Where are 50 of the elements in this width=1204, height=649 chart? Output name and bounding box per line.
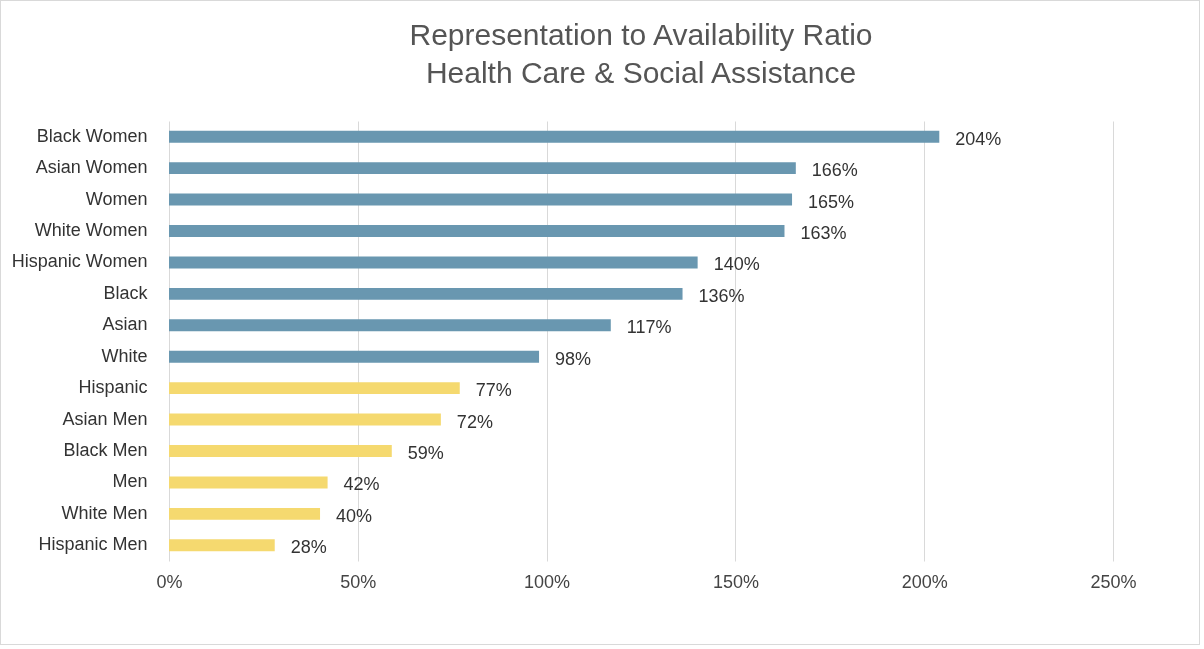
bar <box>169 382 460 395</box>
y-tick-label: Hispanic <box>78 377 148 398</box>
y-tick-label: Asian Women <box>35 157 148 178</box>
y-tick-label: Hispanic Women <box>11 251 148 272</box>
y-tick-label: Black Women <box>36 125 148 146</box>
bar <box>169 287 683 300</box>
bar <box>169 413 441 426</box>
x-tick-label: 150% <box>712 571 759 592</box>
bar <box>169 225 785 237</box>
y-tick-label: Asian <box>102 314 148 335</box>
data-label: 40% <box>336 505 373 526</box>
x-tick-label: 250% <box>1090 571 1137 592</box>
y-tick-label: White Women <box>34 220 148 240</box>
bar <box>169 256 698 269</box>
bar <box>169 130 940 143</box>
x-tick-label: 0% <box>156 571 183 592</box>
chart-title: Representation to Availability Ratio <box>409 18 873 51</box>
y-tick-label: Asian Men <box>62 408 148 429</box>
data-label: 136% <box>698 285 745 306</box>
data-label: 98% <box>555 348 592 369</box>
x-tick-label: 50% <box>340 571 377 592</box>
y-tick-label: White Men <box>61 502 148 523</box>
bar <box>169 319 611 332</box>
data-label: 59% <box>407 443 444 463</box>
data-label: 77% <box>475 380 512 401</box>
bar <box>169 193 793 206</box>
data-label: 204% <box>955 128 1002 149</box>
data-label: 72% <box>456 411 493 432</box>
x-tick-label: 100% <box>524 571 571 592</box>
y-tick-label: White <box>101 345 148 366</box>
data-label: 42% <box>343 474 380 495</box>
y-tick-label: Black <box>103 282 149 303</box>
data-label: 140% <box>713 254 760 275</box>
data-label: 163% <box>800 223 847 243</box>
x-tick-label: 200% <box>901 571 948 592</box>
data-label: 28% <box>290 537 327 558</box>
y-tick-label: Black Men <box>63 440 148 460</box>
data-label: 117% <box>626 317 672 338</box>
data-label: 165% <box>808 191 855 212</box>
bar <box>169 350 540 363</box>
y-tick-label: Women <box>85 188 148 209</box>
y-tick-label: Hispanic Men <box>38 534 148 555</box>
data-label: 166% <box>811 160 858 181</box>
bar <box>169 162 796 175</box>
bar <box>169 476 328 489</box>
y-tick-label: Men <box>112 471 148 492</box>
bar <box>169 445 392 457</box>
chart-subtitle: Health Care & Social Assistance <box>425 56 857 89</box>
bar <box>169 539 275 552</box>
bar <box>169 507 321 520</box>
